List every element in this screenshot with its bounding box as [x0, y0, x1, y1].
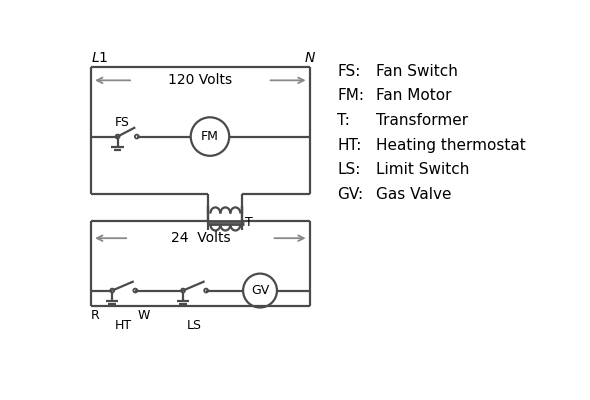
Text: FS: FS: [114, 116, 129, 129]
Text: T:: T:: [337, 113, 350, 128]
Text: LS:: LS:: [337, 162, 360, 177]
Text: Fan Switch: Fan Switch: [375, 64, 457, 78]
Text: W: W: [137, 309, 150, 322]
Text: Gas Valve: Gas Valve: [375, 187, 451, 202]
Text: HT:: HT:: [337, 138, 362, 152]
Text: 24  Volts: 24 Volts: [171, 231, 230, 245]
Text: FS:: FS:: [337, 64, 360, 78]
Text: R: R: [91, 309, 99, 322]
Text: Heating thermostat: Heating thermostat: [375, 138, 525, 152]
Text: $N$: $N$: [304, 51, 316, 65]
Text: Fan Motor: Fan Motor: [375, 88, 451, 103]
Text: GV: GV: [251, 284, 269, 297]
Text: T: T: [245, 216, 253, 229]
Text: Limit Switch: Limit Switch: [375, 162, 469, 177]
Text: LS: LS: [187, 319, 202, 332]
Text: FM: FM: [201, 130, 219, 143]
Text: $L1$: $L1$: [91, 51, 108, 65]
Text: GV:: GV:: [337, 187, 363, 202]
Text: Transformer: Transformer: [375, 113, 468, 128]
Text: HT: HT: [115, 319, 132, 332]
Text: 120 Volts: 120 Volts: [168, 73, 232, 87]
Text: FM:: FM:: [337, 88, 364, 103]
